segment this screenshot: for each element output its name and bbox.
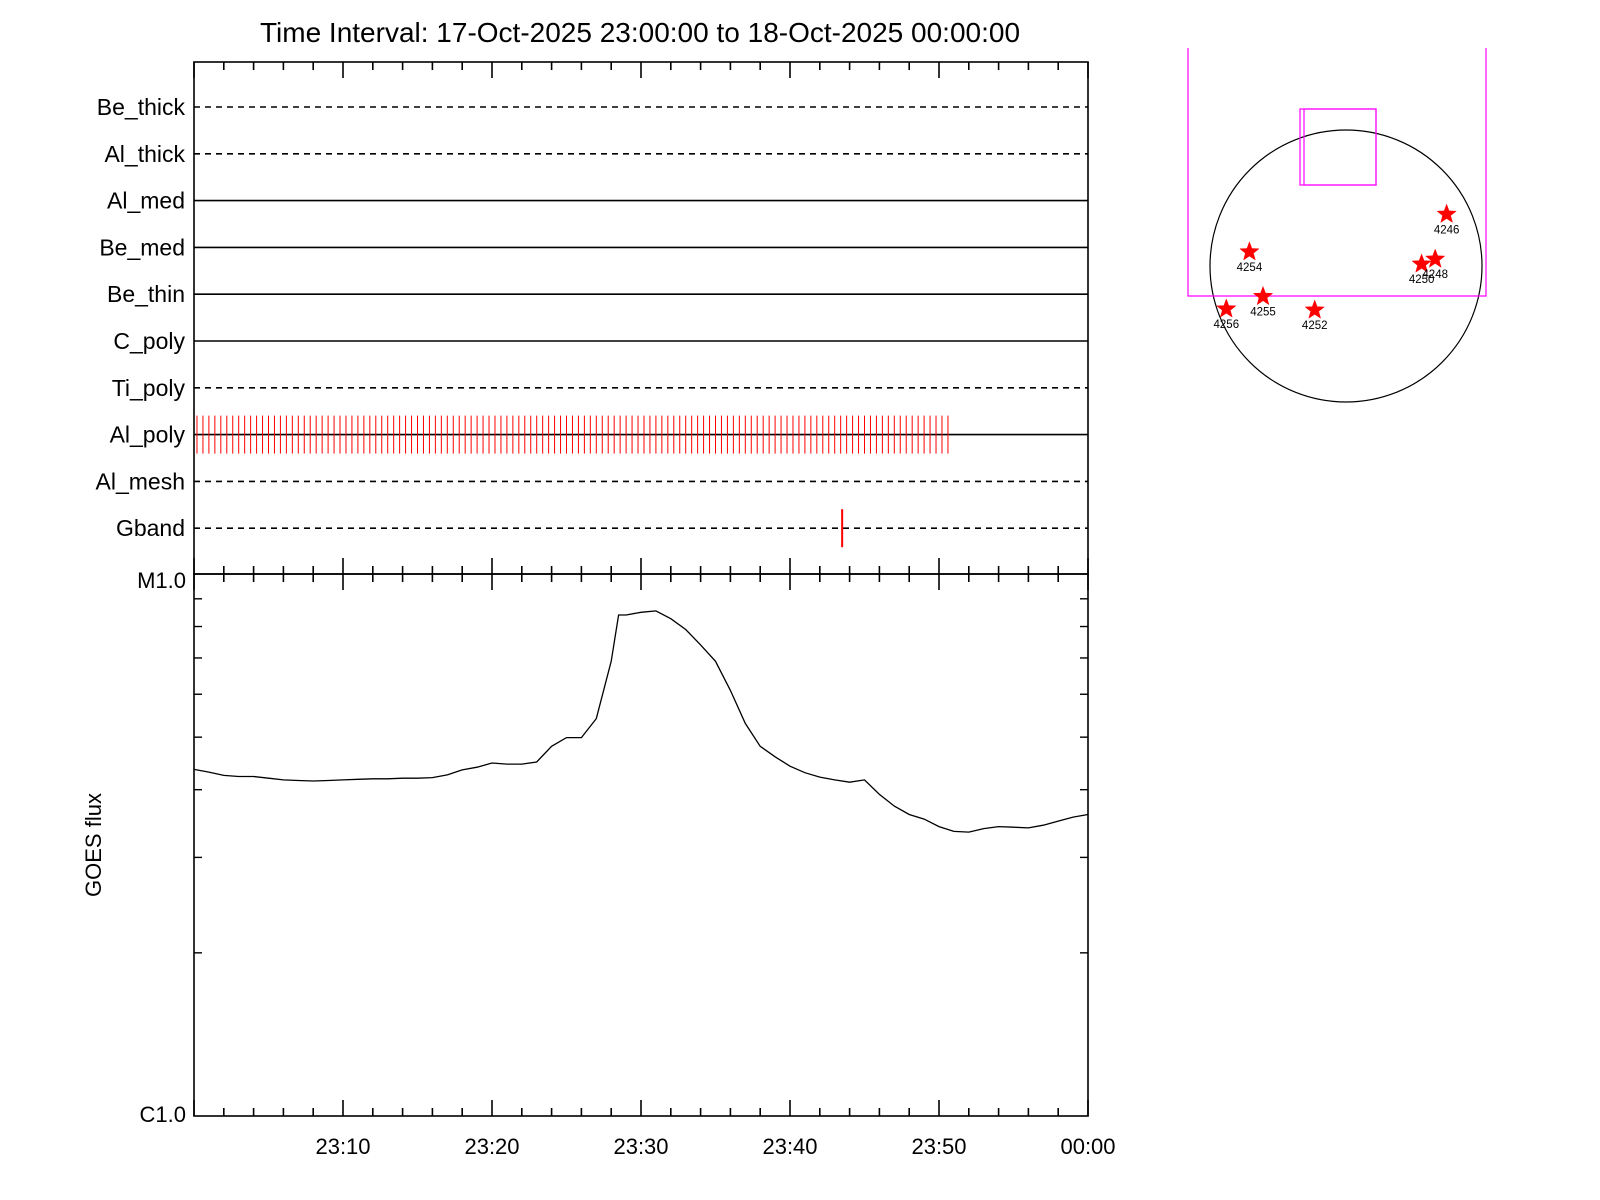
active-region-marker — [1425, 248, 1446, 268]
flux-x-tick-label: 23:50 — [911, 1134, 966, 1159]
active-region-marker — [1304, 299, 1325, 319]
goes-flux-panel: M1.0 C1.0 GOES flux 23:10 23:20 23:30 23:40 23:… — [81, 568, 1116, 1159]
active-region-label: 4256 — [1214, 319, 1240, 331]
flux-y-axis-label: GOES flux — [81, 793, 106, 897]
active-region-marker — [1411, 253, 1432, 273]
flux-frame — [193, 573, 1089, 1117]
active-region-marker — [1216, 298, 1237, 318]
flux-x-tick-label: 23:10 — [315, 1134, 370, 1159]
fov-inner-box — [1299, 108, 1377, 186]
filter-label-c_poly: C_poly — [113, 328, 185, 354]
flux-y-tick-label: C1.0 — [140, 1102, 186, 1127]
chart-title: Time Interval: 17-Oct-2025 23:00:00 to 1… — [260, 17, 1020, 48]
flux-x-tick-label: 23:30 — [613, 1134, 668, 1159]
filter-label-al_med: Al_med — [107, 188, 185, 214]
timeline-frame — [193, 61, 1089, 575]
active-region-label: 4250 — [1409, 274, 1435, 286]
filter-timeline-panel: Be_thick Al_thick Al_med Be_med Be_thin C_pol… — [96, 61, 1089, 575]
solar-disk-outline — [1209, 129, 1483, 403]
active-region-label: 4248 — [1422, 269, 1448, 281]
flux-x-tick-label: 23:40 — [762, 1134, 817, 1159]
active-region-marker — [1252, 285, 1274, 306]
goes-flux-line — [193, 610, 1089, 833]
flux-x-tick-label: 23:20 — [464, 1134, 519, 1159]
active-region-marker — [1436, 203, 1457, 223]
flux-y-tick-label: M1.0 — [137, 568, 186, 593]
flux-x-tick-label: 00:00 — [1060, 1134, 1115, 1159]
filter-label-be_thin: Be_thin — [107, 281, 185, 307]
filter-label-al_poly: Al_poly — [110, 422, 186, 448]
active-region-label: 4246 — [1434, 224, 1460, 236]
active-region-label: 4252 — [1302, 320, 1328, 332]
active-region-label: 4255 — [1250, 306, 1276, 318]
filter-label-gband: Gband — [116, 515, 185, 541]
active-region-marker — [1239, 241, 1260, 261]
filter-label-be_med: Be_med — [99, 234, 185, 260]
filter-label-be_thick: Be_thick — [97, 94, 186, 120]
active-region-label: 4254 — [1237, 262, 1263, 274]
filter-label-ti_poly: Ti_poly — [112, 375, 186, 401]
filter-label-al_mesh: Al_mesh — [96, 468, 185, 494]
fov-outer-box — [1187, 48, 1487, 297]
filter-label-al_thick: Al_thick — [104, 141, 185, 167]
fov-inner-box — [1303, 108, 1377, 186]
